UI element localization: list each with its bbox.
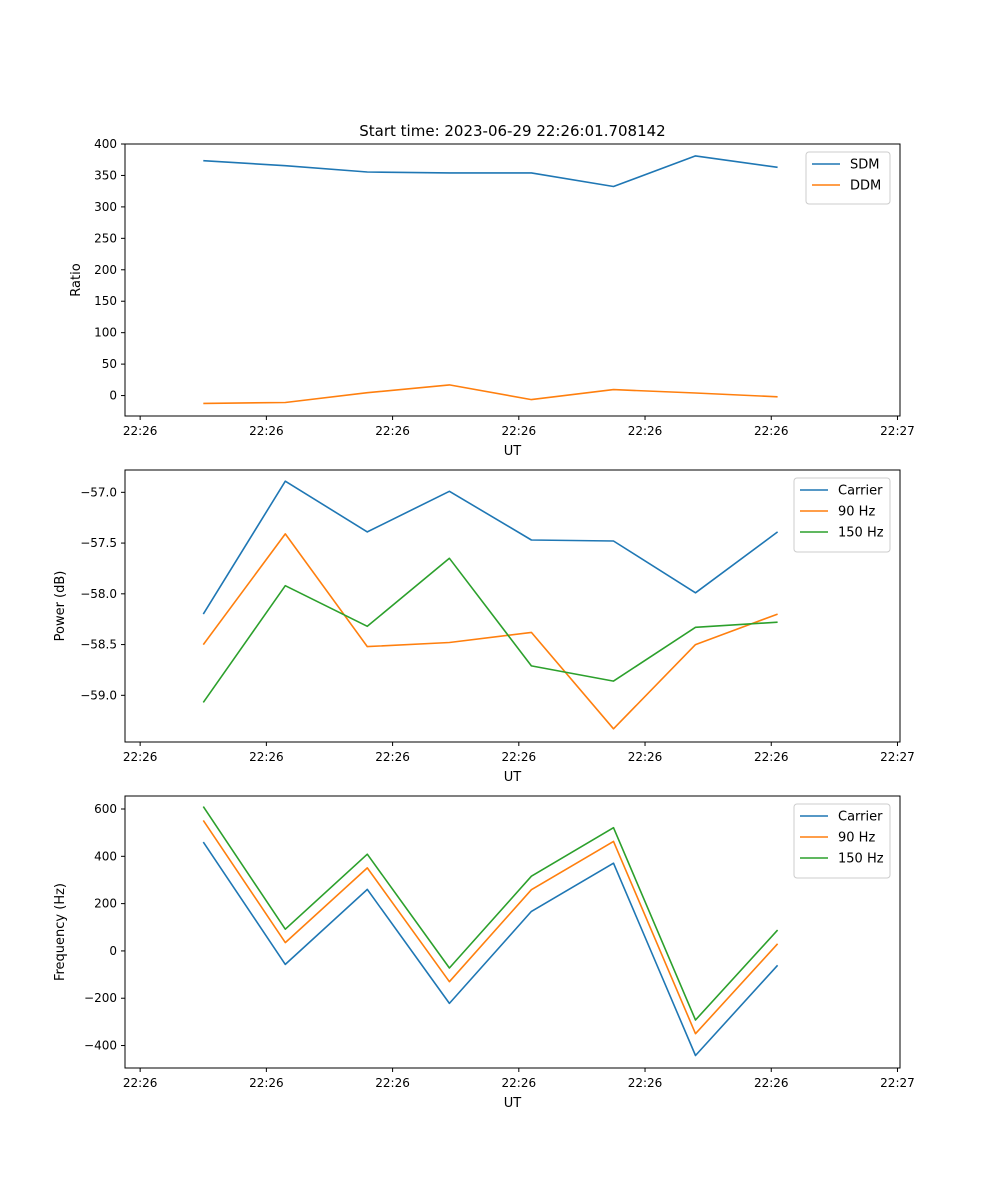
series-line-90-hz (202, 533, 778, 730)
series-line-150-hz (202, 557, 778, 703)
y-tick-label: −58.5 (80, 638, 117, 652)
x-tick-label: 22:27 (880, 1076, 915, 1090)
x-tick-label: 22:26 (123, 750, 158, 764)
y-tick-label: −58.0 (80, 587, 117, 601)
ratio-panel: 22:26 22:26 22:26 22:26 22:26 22:26 22:27 0 50 10… (69, 137, 915, 459)
legend-label: 150 Hz (838, 852, 884, 867)
x-tick-label: 22:26 (375, 750, 410, 764)
y-tick-label: 600 (94, 802, 117, 816)
legend-label: 90 Hz (838, 831, 875, 846)
series-line-ddm (203, 384, 778, 405)
x-tick-label: 22:26 (249, 1076, 284, 1090)
plot-frame (124, 143, 901, 417)
y-tick-label: −57.0 (80, 485, 117, 499)
y-tick-label: 0 (109, 944, 117, 958)
y-tick-label: −57.5 (80, 536, 117, 550)
legend-label: Carrier (838, 484, 883, 499)
legend-box (793, 803, 891, 879)
x-axis-label: UT (504, 444, 522, 459)
x-tick-label: 22:26 (249, 750, 284, 764)
x-tick-label: 22:26 (123, 424, 158, 438)
x-tick-label: 22:26 (375, 1076, 410, 1090)
x-tick-label: 22:26 (249, 424, 284, 438)
legend-box (805, 151, 891, 205)
y-tick-label: −400 (84, 1039, 117, 1053)
x-axis-label: UT (504, 770, 522, 785)
y-tick-label: 50 (102, 357, 117, 371)
series-line-carrier (202, 841, 779, 1057)
y-tick-label: 400 (94, 849, 117, 863)
x-axis-label: UT (504, 1096, 522, 1111)
x-tick-label: 22:26 (123, 1076, 158, 1090)
y-tick-label: 200 (94, 897, 117, 911)
plot-frame (124, 795, 901, 1069)
frequency-panel: 22:26 22:26 22:26 22:26 22:26 22:26 22:27 −400 −… (53, 795, 915, 1111)
x-tick-label: 22:26 (502, 424, 537, 438)
y-tick-label: −59.0 (80, 688, 117, 702)
y-tick-label: 350 (94, 168, 117, 182)
y-tick-label: 250 (94, 231, 117, 245)
x-tick-label: 22:26 (502, 750, 537, 764)
legend-label: 90 Hz (838, 505, 875, 520)
x-tick-label: 22:26 (502, 1076, 537, 1090)
y-tick-label: 150 (94, 294, 117, 308)
legend-label: DDM (850, 179, 881, 194)
y-axis-label: Frequency (Hz) (53, 883, 68, 981)
y-tick-label: 200 (94, 263, 117, 277)
x-tick-label: 22:26 (375, 424, 410, 438)
x-tick-label: 22:26 (628, 750, 663, 764)
y-axis-label: Power (dB) (53, 571, 68, 642)
y-tick-label: 400 (94, 137, 117, 151)
x-tick-label: 22:26 (754, 1076, 789, 1090)
y-tick-label: −200 (84, 991, 117, 1005)
series-line-sdm (203, 155, 778, 188)
plot-frame (124, 469, 901, 743)
x-tick-label: 22:26 (754, 750, 789, 764)
x-tick-label: 22:26 (628, 1076, 663, 1090)
power-panel: 22:26 22:26 22:26 22:26 22:26 22:26 22:27 −59.0… (53, 469, 915, 785)
x-tick-label: 22:26 (754, 424, 789, 438)
legend-label: 150 Hz (838, 526, 884, 541)
y-tick-label: 0 (109, 389, 117, 403)
series-line-150-hz (202, 806, 779, 1021)
legend-label: SDM (850, 158, 879, 173)
x-tick-label: 22:26 (628, 424, 663, 438)
series-line-carrier (202, 480, 779, 615)
y-axis-label: Ratio (69, 263, 84, 296)
figure-title: Start time: 2023-06-29 22:26:01.708142 (359, 122, 665, 140)
y-tick-label: 100 (94, 326, 117, 340)
y-tick-label: 300 (94, 200, 117, 214)
series-line-90-hz (202, 819, 779, 1035)
x-tick-label: 22:27 (880, 750, 915, 764)
x-tick-label: 22:27 (880, 424, 915, 438)
legend-label: Carrier (838, 810, 883, 825)
legend-box (793, 477, 891, 553)
